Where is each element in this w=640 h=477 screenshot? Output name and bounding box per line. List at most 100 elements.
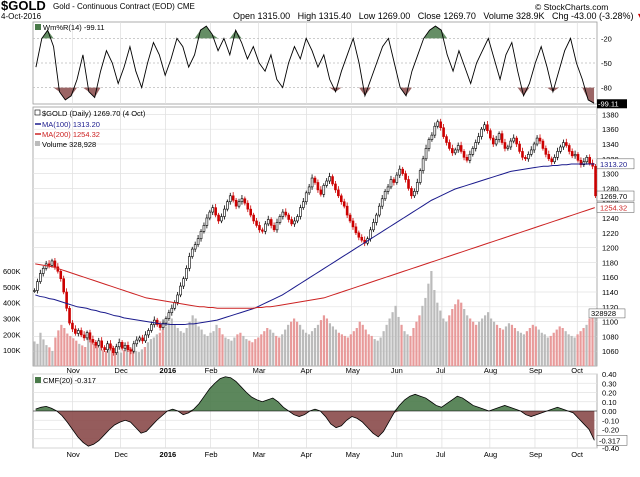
- volume-bar: [406, 334, 409, 366]
- volume-bar: [158, 332, 161, 366]
- candle-body: [573, 154, 577, 157]
- volume-bar: [376, 340, 379, 366]
- ma100-legend: MA(100) 1313.20: [42, 120, 100, 129]
- candle-body: [296, 216, 299, 222]
- volume-bar: [391, 312, 394, 366]
- candle-body: [196, 238, 200, 245]
- volume-bar: [107, 347, 111, 366]
- volume-bar: [122, 350, 126, 366]
- cmf-tick-label: 0.30: [602, 379, 617, 388]
- volume-bar: [313, 328, 317, 366]
- wm-line: [35, 25, 595, 104]
- candle-body: [529, 149, 533, 155]
- cmf-x-label: 2016: [160, 450, 177, 459]
- price-legend-swatch: [34, 109, 41, 116]
- volume-bar: [579, 331, 582, 366]
- volume-bar: [275, 335, 278, 366]
- volume-bar: [155, 334, 158, 366]
- price-tick-label: 1340: [602, 140, 619, 149]
- volume-bar: [346, 337, 349, 366]
- cmf-x-label: Apr: [301, 450, 313, 459]
- volume-bar: [99, 347, 102, 366]
- volume-bar: [397, 316, 400, 366]
- volume-tag: 328928: [591, 309, 616, 318]
- volume-bar: [552, 332, 555, 366]
- volume-bar: [418, 315, 421, 366]
- cmf-line: [35, 376, 595, 447]
- volume-bar: [510, 324, 514, 366]
- candle-body: [266, 219, 270, 225]
- candle-body: [345, 205, 349, 216]
- volume-bar: [412, 328, 415, 366]
- volume-bar: [316, 324, 320, 366]
- candle-body: [456, 145, 460, 151]
- volume-bar: [442, 318, 445, 366]
- candle-body: [354, 226, 358, 234]
- volume-bar: [295, 321, 299, 366]
- volume-bar: [570, 335, 573, 366]
- cmf-tick-label: 0.20: [602, 389, 617, 398]
- volume-bar: [51, 350, 54, 366]
- price-tick-label: 1080: [602, 332, 619, 341]
- volume-tick-label: 100K: [3, 346, 21, 355]
- candle-body: [228, 195, 232, 203]
- change-down-icon: ▼: [636, 11, 640, 21]
- candle-body: [468, 154, 472, 161]
- cmf-x-label: Jun: [391, 450, 403, 459]
- volume-bar: [460, 302, 463, 366]
- volume-bar: [525, 331, 528, 366]
- volume-bar: [119, 352, 123, 366]
- wm-current-tag: -99.11: [598, 99, 619, 108]
- candle-body: [182, 278, 185, 287]
- candle-body: [594, 165, 597, 197]
- wm-tick-label: -80: [601, 84, 612, 93]
- candle-body: [550, 158, 554, 163]
- volume-bar: [364, 329, 367, 366]
- candle-body: [170, 307, 174, 314]
- volume-bar: [233, 337, 236, 366]
- ma200-price-tag: 1254.32: [600, 203, 627, 212]
- volume-bar: [173, 324, 176, 366]
- candle-body: [299, 207, 302, 217]
- volume-bar: [591, 312, 594, 366]
- volume-bar: [433, 290, 436, 366]
- candle-body: [150, 324, 153, 331]
- volume-bar: [301, 329, 305, 366]
- candle-body: [272, 225, 276, 231]
- candle-body: [132, 343, 136, 352]
- volume-bar: [466, 315, 469, 366]
- volume-bar: [110, 345, 114, 366]
- volume-bar: [227, 339, 230, 366]
- volume-bar: [549, 335, 552, 366]
- candle-body: [220, 216, 223, 222]
- candle-body: [430, 134, 434, 140]
- candle-body: [433, 125, 437, 136]
- candle-body: [404, 173, 407, 180]
- volume-bar: [403, 331, 406, 366]
- cmf-x-label: Nov: [66, 450, 80, 459]
- candle-body: [205, 217, 209, 226]
- candle-body: [497, 133, 501, 140]
- cmf-x-label: Jul: [436, 450, 446, 459]
- volume-bar: [254, 339, 257, 366]
- volume-bar: [388, 318, 391, 366]
- volume-bar: [33, 341, 36, 366]
- candle-body: [360, 236, 364, 241]
- candle-body: [97, 340, 101, 346]
- chart-date: 4-Oct-2016: [1, 12, 42, 21]
- volume-bar: [63, 328, 66, 366]
- candle-body: [310, 177, 314, 188]
- candle-body: [538, 137, 542, 142]
- volume-bar: [48, 347, 51, 366]
- volume-bar: [337, 332, 340, 366]
- volume-bar: [66, 333, 69, 366]
- candle-body: [462, 151, 466, 158]
- wm-legend: Wm%R(14) -99.11: [43, 23, 105, 32]
- volume-legend-swatch: [35, 141, 40, 146]
- candle-body: [547, 154, 551, 160]
- candle-body: [287, 214, 290, 220]
- volume-bar: [481, 318, 484, 366]
- price-tick-label: 1180: [602, 258, 618, 267]
- candle-body: [39, 273, 42, 282]
- volume-bar: [310, 331, 314, 366]
